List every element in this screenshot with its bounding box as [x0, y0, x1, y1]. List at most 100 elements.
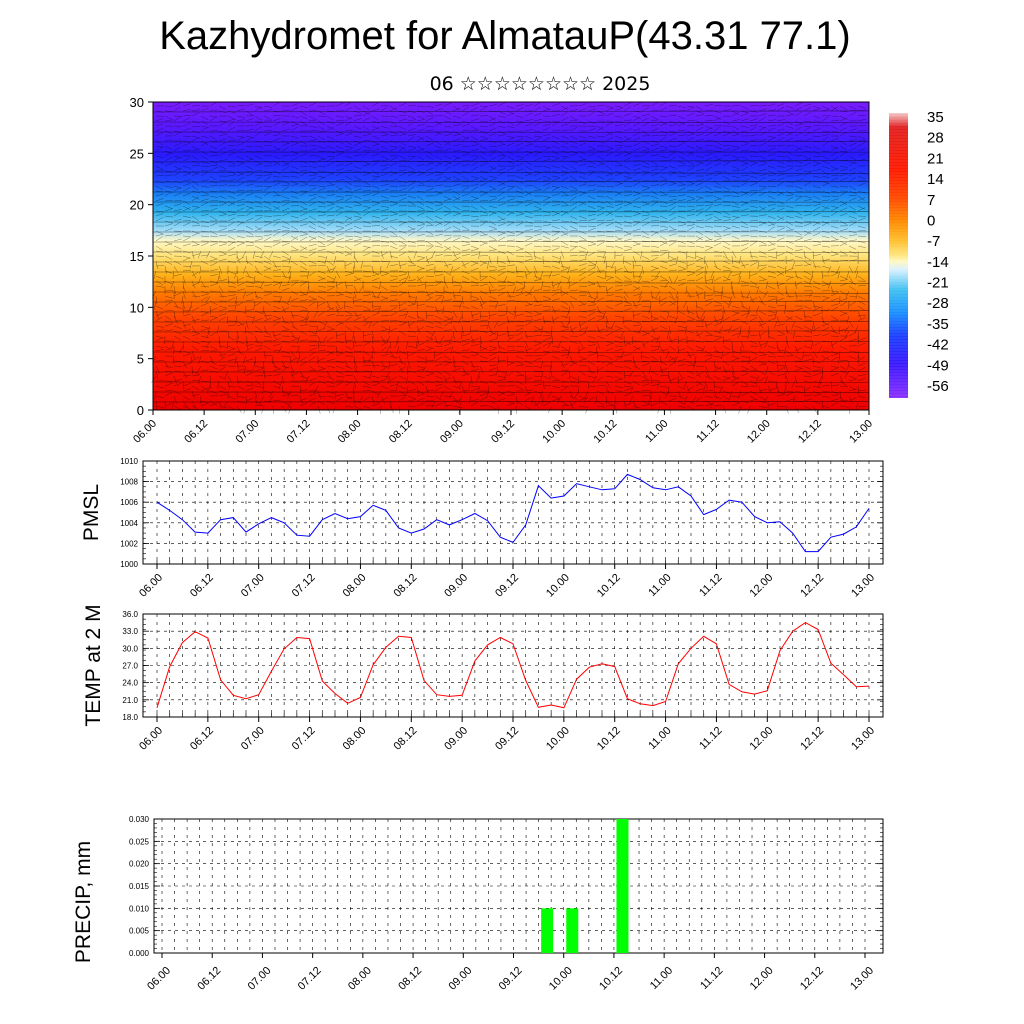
wind-barb — [740, 369, 749, 372]
wind-barb — [632, 264, 642, 267]
wind-barb — [344, 252, 353, 257]
wind-barb — [713, 145, 722, 150]
wind-barb — [470, 125, 479, 131]
wind-barb — [308, 369, 318, 372]
wind-barb — [524, 210, 533, 214]
wind-barb — [155, 128, 164, 132]
wind-barb — [704, 132, 713, 137]
wind-barb — [263, 154, 272, 157]
wind-barb — [263, 314, 273, 317]
wind-barb — [245, 343, 254, 347]
wind-barb — [695, 179, 704, 182]
wind-barb — [434, 254, 443, 257]
wind-barb — [830, 356, 839, 362]
wind-barb — [254, 126, 262, 132]
wind-barb — [173, 208, 182, 212]
wind-barb — [839, 145, 847, 151]
wind-barb — [164, 389, 174, 392]
wind-barb — [290, 385, 300, 387]
wind-barb — [227, 310, 237, 312]
wind-barb — [830, 306, 839, 312]
wind-barb — [758, 330, 761, 339]
wind-barb — [614, 144, 624, 147]
wind-barb — [686, 133, 695, 137]
wind-barb — [434, 120, 443, 126]
wind-barb — [335, 245, 344, 248]
wind-barb — [560, 328, 569, 332]
wind-barb — [497, 187, 506, 192]
wind-barb — [659, 241, 668, 247]
wind-barb — [614, 105, 623, 108]
wind-barb — [308, 347, 317, 352]
wind-barb — [218, 393, 227, 397]
wind-barb — [677, 215, 686, 219]
wind-barb — [290, 123, 299, 127]
wind-barb — [425, 162, 434, 167]
wind-barb — [542, 309, 551, 312]
wind-barb — [713, 126, 721, 132]
wind-barb — [245, 244, 254, 247]
wind-barb — [470, 248, 479, 252]
wind-barb — [668, 397, 677, 402]
wind-barb — [236, 368, 245, 372]
wind-barb — [578, 340, 584, 348]
wind-barb — [470, 275, 479, 281]
wind-barb — [776, 208, 785, 212]
wind-barb — [659, 297, 668, 302]
wind-barb — [740, 201, 749, 207]
wind-barb — [497, 390, 506, 395]
wind-barb — [821, 134, 830, 137]
wind-barb — [479, 162, 488, 167]
wind-barb — [542, 120, 552, 122]
wind-barb — [821, 370, 824, 379]
wind-barb — [164, 110, 174, 112]
wind-barb — [551, 316, 560, 322]
wind-barb — [664, 280, 670, 288]
wind-barb — [434, 204, 443, 207]
wind-barb — [713, 277, 722, 282]
wind-barb — [217, 275, 220, 284]
wind-barb — [200, 380, 210, 382]
wind-barb — [587, 195, 596, 200]
wind-barb — [785, 340, 790, 349]
wind-barb — [641, 130, 650, 136]
wind-barb — [443, 147, 452, 152]
wind-barb — [774, 320, 778, 329]
wind-barb — [398, 260, 402, 269]
wind-barb — [821, 290, 831, 292]
wind-barb — [477, 370, 481, 379]
wind-barb — [650, 215, 659, 218]
wind-barb — [317, 357, 326, 362]
wind-barb — [731, 195, 741, 198]
wind-barb — [605, 122, 614, 127]
wind-barb — [569, 400, 574, 409]
x-tick-label: 11.12 — [694, 418, 721, 445]
wind-barb — [668, 241, 676, 247]
wind-barb — [812, 203, 821, 207]
wind-barb — [335, 198, 344, 202]
wind-barb — [515, 350, 525, 352]
wind-barb — [515, 327, 524, 332]
wind-barb — [317, 245, 327, 248]
wind-barb — [623, 215, 632, 218]
wind-barb — [767, 265, 776, 269]
wind-barb — [362, 193, 371, 197]
wind-barb — [758, 320, 763, 329]
wind-barb — [533, 304, 542, 307]
wind-barb — [542, 249, 551, 252]
wind-barb — [263, 160, 272, 164]
wind-barb — [830, 353, 839, 357]
wind-barb — [380, 297, 389, 302]
wind-barb — [542, 197, 551, 202]
wind-barb — [281, 255, 290, 260]
wind-barb — [803, 213, 812, 217]
wind-barb — [686, 145, 695, 149]
wind-barb — [641, 379, 650, 382]
wind-barb — [506, 315, 510, 324]
wind-barb — [182, 353, 191, 357]
wind-barb — [542, 285, 551, 288]
wind-barb — [659, 355, 662, 364]
wind-barb — [704, 225, 713, 228]
wind-barb — [236, 301, 244, 307]
wind-barb — [281, 232, 290, 237]
